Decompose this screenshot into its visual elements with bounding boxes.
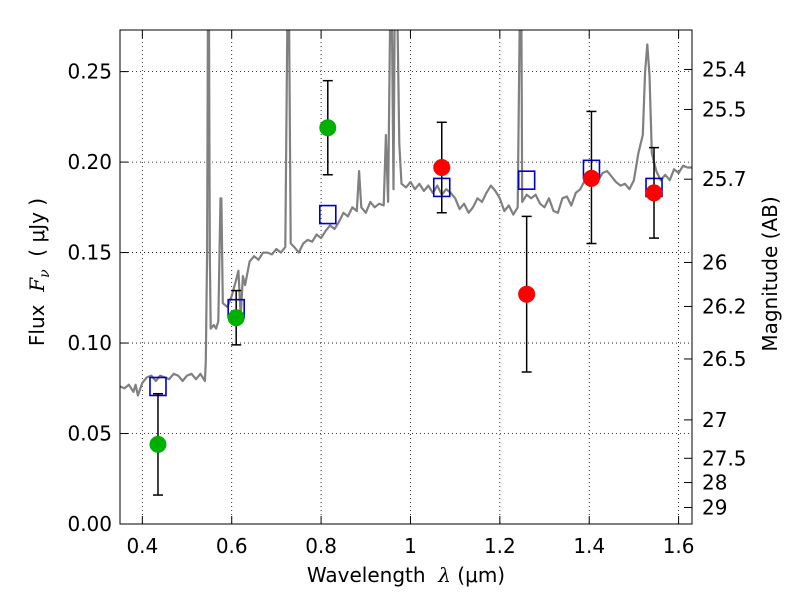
observed-point	[149, 435, 167, 453]
mag-tick-label: 27	[702, 408, 727, 432]
mag-tick-label: 27.5	[702, 446, 747, 470]
mag-tick-label: 28	[702, 471, 727, 495]
spectrum-layer	[120, 30, 692, 397]
y-tick-label: 0.25	[67, 60, 112, 84]
mag-tick-label: 26	[702, 250, 727, 274]
x-tick-label: 0.4	[126, 534, 158, 558]
observed-point	[582, 169, 600, 187]
spectrum-line	[120, 30, 692, 397]
x-tick-label: 1.4	[573, 534, 605, 558]
points-layer	[149, 79, 663, 496]
y-axis-title: Flux Fν ( μJy )	[25, 198, 53, 346]
mag-tick-label: 25.7	[702, 167, 747, 191]
mag-tick-label: 26.5	[702, 347, 747, 371]
y-tick-label: 0.00	[67, 512, 112, 536]
x-axis-title: Wavelength λ (μm)	[307, 563, 505, 587]
mag-tick-label: 25.5	[702, 97, 747, 121]
x-axis-title-symbol: λ	[437, 563, 451, 587]
mag-tick-label: 25.4	[702, 57, 747, 81]
y-axis-title-symbol: F	[25, 277, 49, 293]
x-tick-label: 1.6	[663, 534, 695, 558]
y-axis-title-text: Flux	[25, 292, 49, 346]
observed-point	[319, 119, 337, 137]
x-tick-label: 1.2	[484, 534, 516, 558]
model-photometry-square	[318, 204, 337, 225]
y-tick-label: 0.10	[67, 331, 112, 355]
x-tick-label: 1	[404, 534, 417, 558]
y-tick-label: 0.20	[67, 150, 112, 174]
model-photometry-square	[149, 376, 167, 397]
observed-point	[227, 309, 245, 327]
ticks-layer: 0.4 0.6 0.8 1 1.2 1.4 1.6 0.00 0.05 0.10 0.15 0.20 0…	[67, 30, 747, 558]
y-tick-label: 0.05	[67, 422, 112, 446]
x-tick-label: 0.8	[305, 534, 337, 558]
y-axis-title-unit: ( μJy )	[25, 198, 49, 270]
y-axis-title-subscript: ν	[37, 269, 53, 278]
x-axis-title-text: Wavelength	[307, 563, 438, 587]
mag-tick-label: 26.2	[702, 294, 747, 318]
mag-tick-label: 29	[702, 495, 727, 519]
plot-frame	[119, 29, 693, 525]
observed-point	[645, 184, 663, 202]
x-tick-label: 0.6	[216, 534, 248, 558]
model-photometry-square	[517, 170, 536, 190]
observed-point	[433, 159, 451, 177]
x-axis-title-unit: (μm)	[451, 563, 505, 587]
observed-point	[518, 285, 536, 303]
right-axis-title: Magnitude (AB)	[758, 196, 782, 351]
y-tick-label: 0.15	[67, 241, 112, 265]
